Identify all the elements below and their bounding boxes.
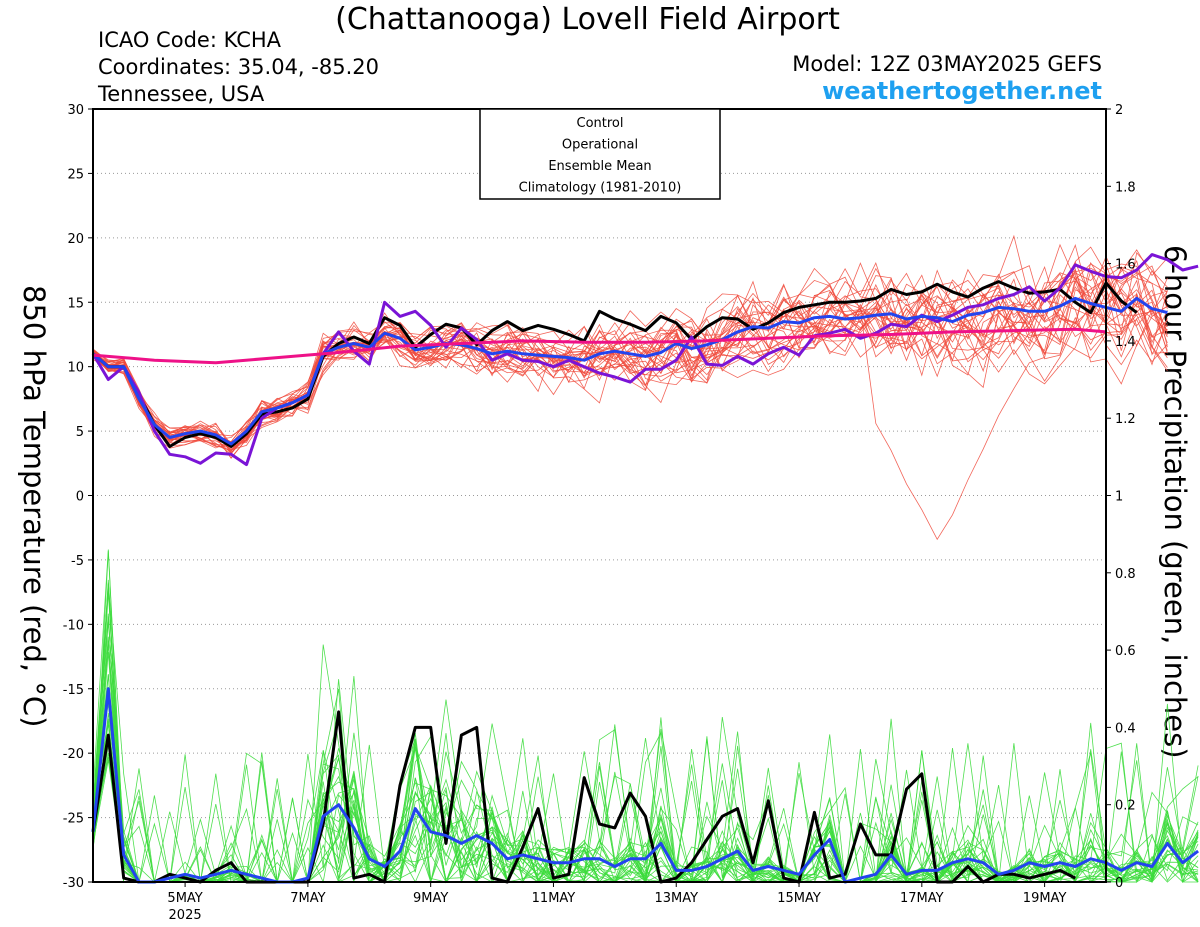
- y-tick-label: -20: [63, 747, 84, 762]
- y2-tick-label: 2: [1115, 103, 1123, 118]
- temperature-member-line: [92, 263, 1168, 447]
- y2-tick-label: 0.6: [1115, 644, 1136, 659]
- legend-entry: Ensemble Mean: [548, 159, 651, 174]
- temperature-climatology-1981-2010-line: [92, 327, 1107, 365]
- legend-box: [479, 108, 721, 200]
- chart-title: (Chattanooga) Lovell Field Airport: [335, 2, 840, 37]
- x-tick-label: 17MAY: [900, 891, 944, 906]
- y2-tick-label: 1.4: [1115, 335, 1136, 350]
- temperature-member-line: [92, 277, 1168, 451]
- y2-tick-label: 1.8: [1115, 180, 1136, 195]
- y-tick-label: 5: [76, 425, 84, 440]
- x-tick-label: 7MAY: [290, 891, 325, 906]
- precipitation-member-line: [92, 579, 1199, 884]
- temperature-ensemble-mean-line: [92, 296, 1168, 446]
- temperature-member-line: [92, 249, 1168, 451]
- x-tick-label: 11MAY: [532, 891, 576, 906]
- y-tick-label: 25: [67, 167, 84, 182]
- precipitation-member-line: [92, 550, 1199, 884]
- x-tick-year-label: 2025: [169, 908, 202, 923]
- y2-tick-label: 0: [1115, 876, 1123, 891]
- y-tick-label: 15: [67, 296, 84, 311]
- legend-entry: Control: [577, 116, 624, 131]
- y-tick-label: -25: [63, 812, 84, 827]
- temperature-member-line: [92, 251, 1168, 448]
- x-tick-label: 13MAY: [654, 891, 698, 906]
- legend-entry: Climatology (1981-2010): [519, 181, 682, 196]
- y-tick-label: 30: [67, 103, 84, 118]
- precipitation-member-line: [92, 549, 1199, 883]
- x-tick-label: 15MAY: [777, 891, 821, 906]
- model-run: Model: 12Z 03MAY2025 GEFS: [792, 52, 1102, 76]
- y2-tick-label: 0.4: [1115, 721, 1136, 736]
- region: Tennessee, USA: [98, 82, 265, 106]
- y-tick-label: 20: [67, 232, 84, 247]
- y2-tick-label: 0.2: [1115, 799, 1136, 814]
- temperature-member-line: [92, 234, 1168, 448]
- icao-code: ICAO Code: KCHA: [98, 28, 282, 52]
- temperature-member-line: [92, 267, 1168, 452]
- y2-tick-label: 0.8: [1115, 567, 1136, 582]
- y-tick-label: -30: [63, 876, 84, 891]
- x-tick-label: 9MAY: [413, 891, 448, 906]
- precipitation-member-line: [92, 582, 1199, 884]
- y2-tick-label: 1.6: [1115, 258, 1136, 273]
- site-link[interactable]: weathertogether.net: [822, 77, 1102, 105]
- x-tick-label: 19MAY: [1023, 891, 1067, 906]
- legend-entry: Operational: [562, 138, 638, 153]
- x-tick-label: 5MAY: [167, 891, 202, 906]
- precipitation-member-line: [92, 587, 1199, 884]
- y-tick-label: -10: [63, 618, 84, 633]
- precipitation-member-line: [92, 674, 1199, 884]
- y2-tick-label: 1.2: [1115, 412, 1136, 427]
- y-tick-label: -5: [71, 554, 84, 569]
- y2-tick-label: 1: [1115, 490, 1123, 505]
- y-tick-label: 10: [67, 361, 84, 376]
- y-tick-label: -15: [63, 683, 84, 698]
- temperature-member-line: [92, 263, 1168, 445]
- precipitation-member-line: [92, 728, 1199, 884]
- precipitation-member-line: [92, 592, 1199, 883]
- temperature-member-line: [92, 268, 1168, 459]
- precipitation-member-line: [92, 583, 1199, 883]
- y-tick-label: 0: [76, 490, 84, 505]
- coordinates: Coordinates: 35.04, -85.20: [98, 55, 379, 79]
- temperature-member-line: [92, 269, 1168, 443]
